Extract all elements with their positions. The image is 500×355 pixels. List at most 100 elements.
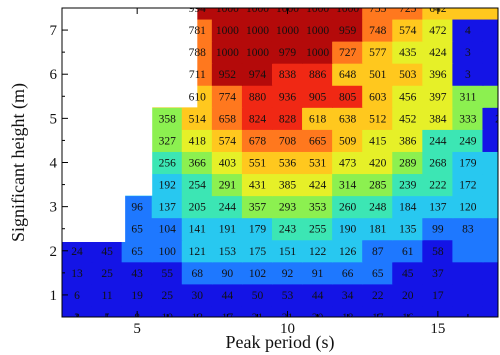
cell-value-label: 974: [249, 69, 267, 81]
heatmap-cell: [332, 217, 364, 241]
cell-value-label: 1000: [216, 3, 239, 15]
cell-value-label: 179: [459, 158, 477, 170]
heatmap-cell: [211, 18, 243, 42]
cell-value-label: 45: [402, 268, 414, 280]
cell-value-label: 396: [429, 69, 447, 81]
heatmap-cell: [332, 239, 364, 263]
heatmap-cell: [241, 106, 273, 130]
heatmap-cell: [392, 84, 424, 108]
cell-value-label: 83: [462, 224, 474, 236]
cell-value-label: 17: [432, 290, 444, 302]
heatmap-cell: [482, 305, 498, 317]
heatmap-cell: [241, 62, 273, 86]
heatmap-cell: [392, 106, 424, 130]
cell-value-label: 665: [309, 135, 327, 147]
heatmap-cell: [271, 239, 304, 263]
heatmap-cell: [241, 40, 273, 64]
heatmap-cell: [452, 305, 484, 317]
heatmap-cell: [332, 128, 364, 152]
heatmap-cell: [452, 128, 484, 152]
cell-value-label: 19: [131, 290, 143, 302]
cell-value-label: 748: [369, 25, 387, 37]
heatmap-cell: [211, 195, 243, 219]
heatmap-cell: [332, 305, 364, 317]
heatmap-cell: [362, 217, 394, 241]
heatmap-cell: [422, 283, 454, 307]
cell-value-label: 452: [399, 113, 417, 125]
cell-value-label: 87: [372, 246, 384, 258]
cell-value-label: 1: [44, 268, 50, 280]
cell-value-label: 994: [189, 3, 207, 15]
heatmap-cell: [241, 261, 273, 285]
heatmap-cell: [121, 239, 153, 263]
heatmap-cell: [392, 195, 424, 219]
cell-value-label: 6: [74, 290, 80, 302]
heatmap-cell: [482, 106, 498, 130]
heatmap-cell: [211, 239, 243, 263]
heatmap-cell: [452, 62, 484, 86]
cell-value-label: 268: [429, 158, 447, 170]
heatmap-cell: [241, 239, 273, 263]
cell-value-label: 61: [402, 246, 414, 258]
cell-value-label: 21: [252, 312, 264, 324]
cell-value-label: 384: [429, 113, 447, 125]
cell-value-label: 44: [222, 290, 234, 302]
y-tick-label: 1: [50, 288, 58, 304]
cell-value-label: 1000: [216, 47, 239, 59]
cell-value-label: 1000: [216, 25, 239, 37]
cell-value-label: 618: [309, 113, 327, 125]
heatmap-cell: [302, 150, 334, 175]
cell-value-label: 1000: [246, 47, 269, 59]
cell-value-label: 610: [189, 91, 207, 103]
heatmap-cell: [151, 283, 183, 307]
cell-value-label: 151: [279, 246, 297, 258]
cell-value-label: 181: [369, 224, 387, 236]
cell-value-label: 13: [192, 312, 204, 324]
cell-value-label: 121: [189, 246, 207, 258]
cell-value-label: 126: [339, 246, 357, 258]
cell-value-label: 239: [399, 180, 417, 192]
heatmap-cell: [482, 84, 498, 108]
cell-value-label: 122: [309, 246, 327, 258]
heatmap-cell: [452, 18, 484, 42]
heatmap-cell: [121, 283, 153, 307]
heatmap-cell: [422, 150, 454, 175]
y-axis: 1 2 3 4 5 6 7: [50, 7, 68, 318]
heatmap-cell: [91, 261, 123, 285]
heatmap-cell: [392, 261, 424, 285]
heatmap-cell: [91, 239, 123, 263]
heatmap-cell: [452, 150, 484, 175]
cell-value-label: 45: [101, 246, 113, 258]
heatmap-cell: [181, 261, 213, 285]
cell-value-label: 574: [399, 25, 417, 37]
cell-value-label: 456: [399, 91, 417, 103]
cell-value-label: 104: [159, 224, 177, 236]
heatmap-cell: [271, 195, 304, 219]
heatmap-cell: [482, 128, 498, 152]
cell-value-label: 536: [279, 158, 297, 170]
heatmap-cell: [121, 261, 153, 285]
heatmap-cell: [121, 217, 153, 241]
cell-value-label: 503: [399, 69, 417, 81]
cell-value-label: 179: [249, 224, 267, 236]
heatmap-cell: [181, 195, 213, 219]
cell-value-label: 99: [432, 224, 444, 236]
cell-value-label: 936: [279, 91, 297, 103]
heatmap-cell: [392, 150, 424, 175]
cell-value-label: 58: [432, 246, 444, 258]
heatmap-cell: [151, 195, 183, 219]
cell-value-label: 190: [339, 224, 357, 236]
heatmap-cell: [452, 8, 484, 20]
heatmap-cell: [121, 195, 153, 219]
cell-value-label: 205: [189, 202, 207, 214]
heatmap-cell: [181, 128, 213, 152]
heatmap-cell: [362, 195, 394, 219]
cell-value-label: 100: [159, 246, 177, 258]
cell-value-label: 191: [219, 224, 237, 236]
cell-value-label: 137: [429, 202, 447, 214]
heatmap-cell: [482, 40, 498, 64]
cell-value-label: 289: [399, 158, 417, 170]
cell-value-label: 397: [429, 91, 447, 103]
heatmap-cell: [452, 239, 484, 263]
